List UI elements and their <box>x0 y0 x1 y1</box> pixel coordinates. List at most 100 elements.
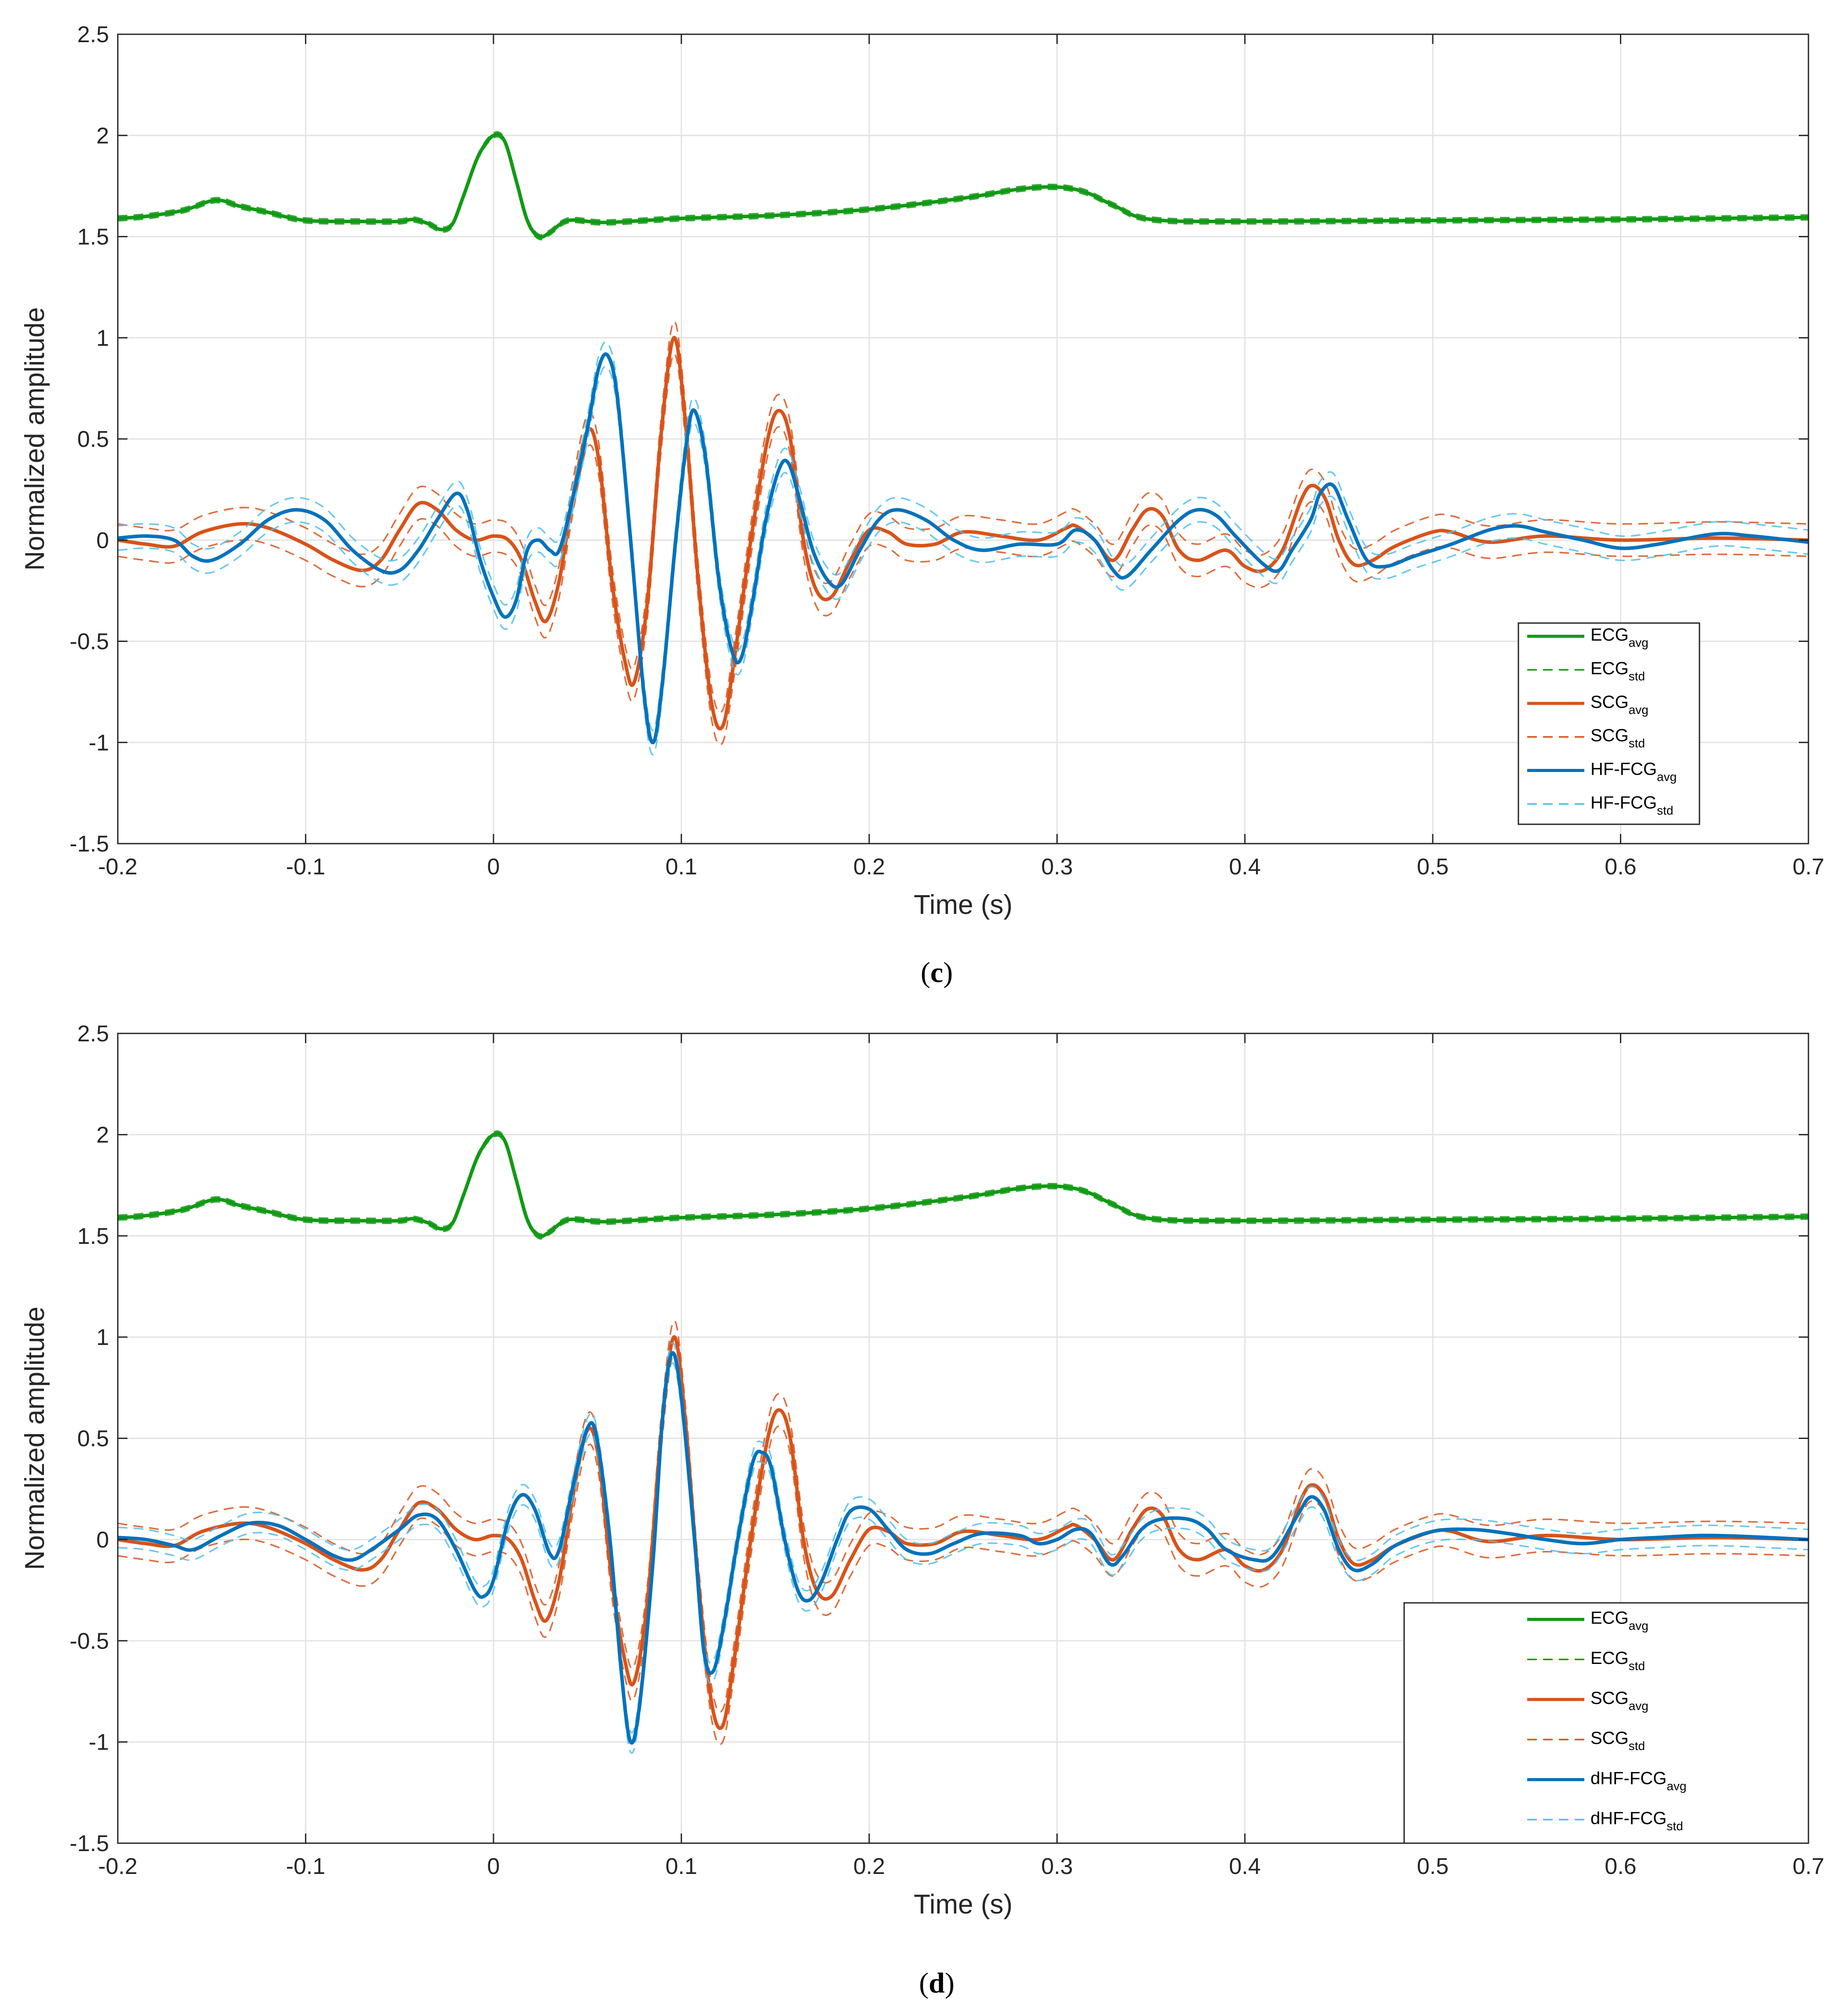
x-tick-label: -0.1 <box>286 1854 326 1879</box>
series-line <box>118 132 1808 239</box>
legend-label-subscript: avg <box>1629 703 1648 717</box>
legend-label: SCGstd <box>1590 1729 1645 1753</box>
legend-label: SCGstd <box>1590 726 1645 750</box>
y-tick-label: -0.5 <box>69 629 109 655</box>
y-tick-label: 0.5 <box>77 427 109 452</box>
y-tick-label: 2.5 <box>77 1021 109 1047</box>
panel-caption: (d) <box>919 1967 955 1999</box>
caption-letter: c <box>930 957 943 989</box>
series-line <box>118 1351 1808 1745</box>
x-tick-label: -0.2 <box>98 1854 138 1879</box>
legend-label-base: ECG <box>1590 625 1629 645</box>
legend-label-subscript: avg <box>1657 770 1677 784</box>
series-std-lower <box>118 1352 1808 1745</box>
y-tick-label: 2 <box>96 1122 109 1148</box>
x-tick-label: 0.2 <box>853 1854 885 1879</box>
legend-label: dHF-FCGstd <box>1590 1808 1683 1833</box>
x-tick-label: 0.1 <box>665 1854 697 1879</box>
legend-label-subscript: std <box>1657 804 1673 817</box>
series-std-upper <box>118 1130 1808 1235</box>
y-tick-label: -1.5 <box>69 831 109 857</box>
x-tick-label: 0.5 <box>1417 1854 1449 1879</box>
legend-label: dHF-FCGavg <box>1590 1769 1686 1793</box>
legend-label-base: ECG <box>1590 659 1629 678</box>
series-group <box>118 131 1808 756</box>
x-tick-label: 0.6 <box>1605 854 1636 880</box>
y-tick-label: 0.5 <box>77 1426 109 1452</box>
legend-label: HF-FCGavg <box>1590 760 1677 784</box>
legend-label-base: dHF-FCG <box>1590 1769 1666 1788</box>
y-axis-title: Normalized amplitude <box>20 1307 50 1570</box>
legend-label-base: ECG <box>1590 1609 1629 1628</box>
series-std-lower <box>118 365 1808 756</box>
legend-label-subscript: std <box>1629 736 1645 750</box>
legend-box <box>1403 1602 1809 1844</box>
x-tick-label: 0.2 <box>853 854 885 880</box>
x-tick-label: 0.4 <box>1229 854 1261 880</box>
legend-label-subscript: std <box>1629 1739 1645 1753</box>
x-tick-label: 0.7 <box>1793 1854 1824 1879</box>
legend-label: SCGavg <box>1590 692 1648 717</box>
legend-label-subscript: std <box>1666 1819 1683 1833</box>
legend: ECGavgECGstdSCGavgSCGstdHF-FCGavgHF-FCGs… <box>1518 622 1700 825</box>
legend-label-base: HF-FCG <box>1590 760 1657 779</box>
y-tick-label: 0 <box>96 528 109 553</box>
legend: ECGavgECGstdSCGavgSCGstddHF-FCGavgdHF-FC… <box>1403 1602 1809 1844</box>
legend-label-base: dHF-FCG <box>1590 1808 1666 1828</box>
legend-label-subscript: avg <box>1629 1699 1648 1713</box>
series-std-upper <box>118 1320 1808 1713</box>
y-tick-label: 2 <box>96 123 109 149</box>
x-tick-label: 0.6 <box>1605 1854 1636 1879</box>
legend-label: ECGavg <box>1590 625 1648 649</box>
caption-close: ) <box>945 1967 955 1999</box>
legend-box <box>1518 622 1700 825</box>
legend-label: ECGstd <box>1590 1649 1645 1673</box>
legend-label: SCGavg <box>1590 1689 1648 1713</box>
chart-panel-d: -0.2 -0.1 0 0.1 0.2 0.3 0.4 0.5 0.6 0.7 -1.5 -1 -0.5… <box>20 1021 1824 1999</box>
legend-label-subscript: avg <box>1629 636 1648 649</box>
series-line <box>118 1131 1808 1239</box>
panel-caption: (c) <box>921 957 953 989</box>
x-tick-label: -0.2 <box>98 854 138 880</box>
y-tick-label: -1 <box>89 1730 109 1755</box>
y-tick-label: 2.5 <box>77 22 109 47</box>
caption-letter: d <box>929 1967 945 1999</box>
series-std-upper <box>118 321 1808 714</box>
y-tick-label: 1 <box>96 326 109 351</box>
series-std-upper <box>118 341 1808 731</box>
y-tick-label: -0.5 <box>69 1628 109 1654</box>
legend-label-base: SCG <box>1590 1729 1629 1748</box>
x-tick-label: 0.3 <box>1041 854 1073 880</box>
series-group <box>118 1130 1808 1754</box>
x-tick-label: 0 <box>487 1854 500 1879</box>
x-tick-label: 0.5 <box>1417 854 1449 880</box>
legend-label-base: SCG <box>1590 692 1629 712</box>
x-tick-label: 0.1 <box>665 854 697 880</box>
x-tick-label: 0.7 <box>1793 854 1824 880</box>
caption-open: ( <box>919 1967 929 1999</box>
y-tick-label: 1 <box>96 1325 109 1350</box>
legend-label-subscript: std <box>1629 1659 1645 1673</box>
x-axis-title: Time (s) <box>914 1889 1013 1920</box>
legend-label-subscript: std <box>1629 670 1645 683</box>
y-tick-label: 1.5 <box>77 225 109 250</box>
caption-close: ) <box>943 957 953 989</box>
legend-label-base: HF-FCG <box>1590 793 1657 812</box>
series-std-lower <box>118 136 1808 241</box>
x-tick-label: 0 <box>487 854 500 880</box>
series-std-lower <box>118 353 1808 746</box>
x-tick-label: -0.1 <box>286 854 326 880</box>
x-axis-title: Time (s) <box>914 890 1013 920</box>
series-line <box>118 352 1808 744</box>
caption-open: ( <box>921 957 930 989</box>
legend-label-subscript: avg <box>1629 1619 1648 1633</box>
legend-label: HF-FCGstd <box>1590 793 1673 817</box>
x-tick-label: 0.3 <box>1041 1854 1073 1879</box>
legend-label-base: SCG <box>1590 1689 1629 1708</box>
y-tick-label: -1 <box>89 730 109 756</box>
y-tick-label: 0 <box>96 1527 109 1553</box>
legend-label-base: SCG <box>1590 726 1629 745</box>
series-std-upper <box>118 131 1808 236</box>
series-std-lower <box>118 1362 1808 1754</box>
